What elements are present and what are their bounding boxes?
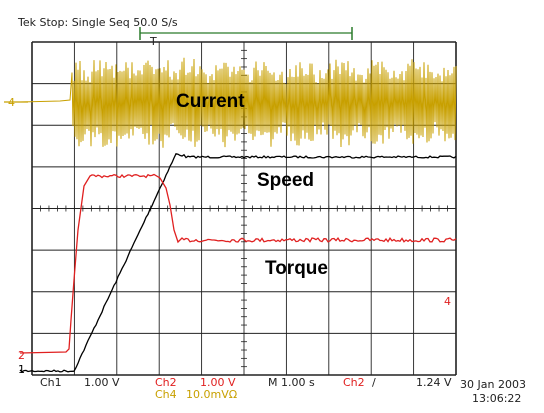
trigger-slope: / xyxy=(372,376,376,389)
speed-label: Speed xyxy=(257,170,314,191)
ch2-ground-marker: 2 xyxy=(18,349,25,362)
ch1-scale: 1.00 V xyxy=(84,376,120,389)
trigger-position-bar: T xyxy=(140,27,352,48)
torque-label: Torque xyxy=(265,258,328,279)
ch4-right-marker: 4 xyxy=(444,295,451,308)
capture-date: 30 Jan 2003 xyxy=(460,378,526,391)
ch4-label: Ch4 xyxy=(155,388,177,401)
speed-trace xyxy=(20,154,456,372)
ch4-ground-marker: 4 xyxy=(4,96,28,109)
status-header: Tek Stop: Single Seq 50.0 S/s xyxy=(17,16,178,29)
ch4-scale: 10.0mVΩ xyxy=(186,388,237,401)
capture-time: 13:06:22 xyxy=(472,392,521,405)
current-label: Current xyxy=(176,91,245,112)
svg-text:1: 1 xyxy=(18,363,25,376)
trigger-channel: Ch2 xyxy=(343,376,365,389)
torque-trace xyxy=(20,175,456,354)
ch1-label: Ch1 xyxy=(40,376,62,389)
svg-text:4: 4 xyxy=(8,96,15,109)
svg-text:2: 2 xyxy=(18,349,25,362)
trigger-level: 1.24 V xyxy=(416,376,452,389)
timebase: M 1.00 s xyxy=(268,376,315,389)
ch1-ground-marker: 1 xyxy=(18,363,25,376)
